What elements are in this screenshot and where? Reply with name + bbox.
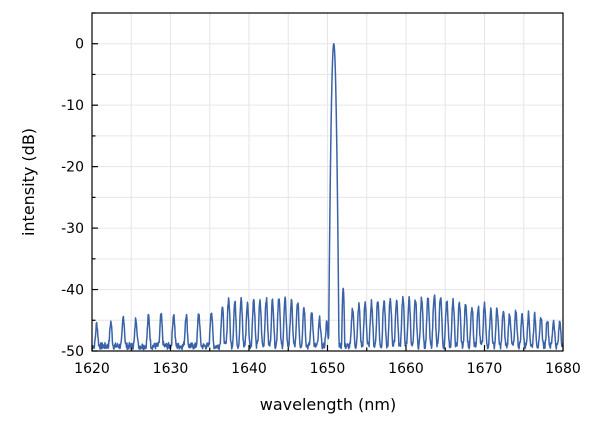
y-tick-label: -30 [61,221,84,237]
y-axis-label: intensity (dB) [19,128,38,236]
grid-lines [92,13,563,351]
y-tick-label: -40 [61,283,84,299]
axes-layer [91,12,564,352]
x-tick-label: 1640 [231,361,267,377]
y-tick-label: -20 [61,160,84,176]
y-tick-label: -10 [61,98,84,114]
x-tick-label: 1680 [545,361,581,377]
x-tick-label: 1650 [310,361,346,377]
y-tick-labels: 0 -10 -20 -30 -40 -50 [61,37,84,360]
x-tick-label: 1630 [153,361,189,377]
x-tick-label: 1620 [74,361,110,377]
x-axis-label: wavelength (nm) [260,395,397,414]
y-tick-label: 0 [75,37,84,53]
x-tick-labels: 1620 1630 1640 1650 1660 1670 1680 [74,361,581,377]
x-tick-label: 1660 [388,361,424,377]
y-tick-label: -50 [61,344,84,360]
x-tick-label: 1670 [467,361,503,377]
